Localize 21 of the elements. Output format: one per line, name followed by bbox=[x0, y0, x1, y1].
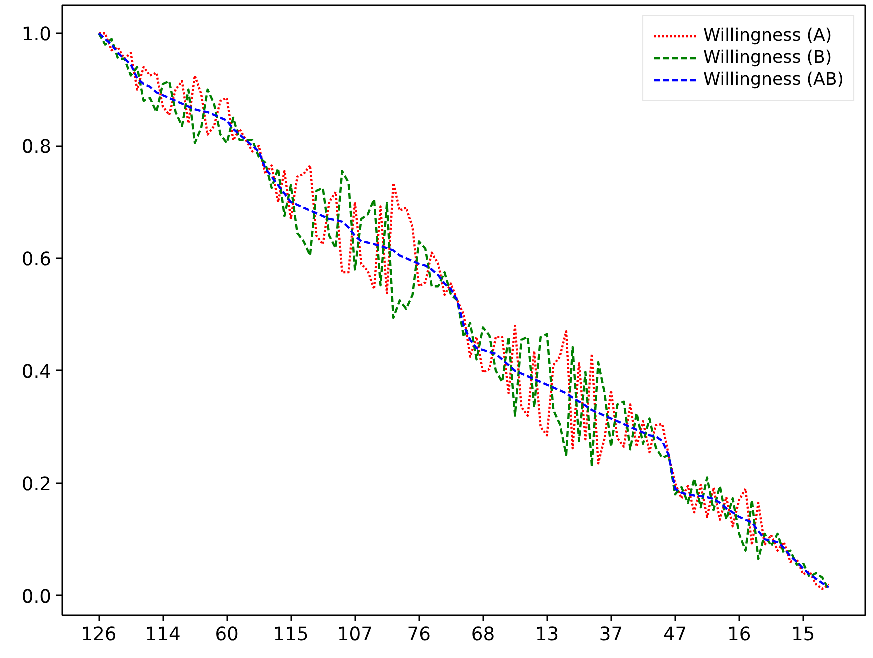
legend-label: Willingness (A) bbox=[704, 26, 832, 46]
y-tick-label: 0.6 bbox=[22, 249, 52, 270]
y-tick-label: 0.8 bbox=[22, 137, 52, 158]
x-tick-label: 114 bbox=[145, 624, 181, 646]
x-tick-label: 107 bbox=[337, 624, 373, 646]
x-tick-label: 47 bbox=[663, 624, 688, 646]
x-tick-label: 76 bbox=[407, 624, 432, 646]
x-tick-label: 16 bbox=[727, 624, 752, 646]
x-tick-label: 13 bbox=[535, 624, 560, 646]
y-tick-label: 0.4 bbox=[22, 362, 52, 383]
x-tick-label: 15 bbox=[792, 624, 816, 646]
y-tick-label: 0.0 bbox=[22, 586, 52, 608]
x-tick-label: 126 bbox=[81, 624, 117, 646]
x-tick-label: 68 bbox=[471, 624, 496, 646]
x-tick-label: 37 bbox=[599, 624, 624, 646]
legend-label: Willingness (AB) bbox=[704, 70, 844, 90]
y-tick-label: 1.0 bbox=[22, 24, 52, 46]
legend-label: Willingness (B) bbox=[704, 48, 832, 68]
y-tick-label: 0.2 bbox=[22, 474, 52, 496]
x-tick-label: 115 bbox=[273, 624, 309, 646]
x-tick-label: 60 bbox=[215, 624, 239, 646]
